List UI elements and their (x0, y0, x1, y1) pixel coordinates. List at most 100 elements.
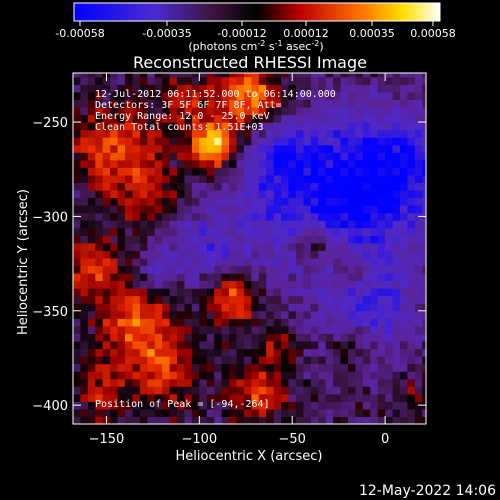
heatmap-cell (73, 107, 81, 116)
heatmap-cell (87, 257, 96, 266)
heatmap-cell (221, 280, 230, 289)
heatmap-cell (177, 174, 185, 183)
heatmap-cell (333, 363, 342, 372)
heatmap-cell (370, 227, 379, 236)
heatmap-cell (117, 416, 126, 424)
heatmap-cell (310, 310, 319, 319)
heatmap-cell (385, 235, 394, 244)
heatmap-cell (281, 265, 290, 274)
heatmap-cell (147, 182, 156, 191)
heatmap-cell (392, 114, 401, 123)
heatmap-cell (236, 129, 245, 138)
heatmap-cell (318, 341, 327, 350)
heatmap-cell (221, 167, 230, 176)
heatmap-cell (229, 91, 238, 100)
heatmap-cell (102, 84, 111, 93)
heatmap-cell (370, 182, 379, 191)
heatmap-cell (273, 295, 282, 304)
heatmap-cell (214, 122, 223, 131)
heatmap-cell (132, 174, 141, 183)
heatmap-cell (87, 250, 96, 259)
heatmap-cell (169, 122, 178, 131)
heatmap-cell (251, 303, 260, 312)
heatmap-cell (303, 129, 312, 138)
heatmap-cell (73, 310, 81, 319)
heatmap-cell (414, 76, 423, 85)
heatmap-cell (348, 363, 356, 372)
heatmap-cell (199, 401, 208, 410)
heatmap-cell (370, 250, 379, 259)
heatmap-cell (80, 371, 89, 380)
heatmap-cell (333, 91, 342, 100)
heatmap-cell (362, 84, 371, 93)
heatmap-cell (273, 363, 282, 372)
heatmap-cell (125, 386, 133, 395)
heatmap-cell (95, 144, 104, 153)
heatmap-cell (333, 137, 342, 146)
heatmap-cell (400, 137, 408, 146)
heatmap-cell (288, 295, 297, 304)
heatmap-cell (125, 144, 133, 153)
heatmap-cell (318, 84, 327, 93)
heatmap-cell (407, 167, 416, 176)
heatmap-cell (370, 212, 379, 221)
heatmap-cell (422, 318, 426, 327)
heatmap-cell (355, 174, 364, 183)
heatmap-cell (132, 99, 141, 108)
heatmap-cell (184, 416, 193, 424)
heatmap-cell (340, 129, 349, 138)
heatmap-cell (281, 91, 290, 100)
heatmap-cell (295, 91, 304, 100)
heatmap-cell (392, 76, 401, 85)
heatmap-cell (154, 341, 163, 350)
heatmap-cell (229, 167, 238, 176)
heatmap-cell (87, 408, 96, 417)
heatmap-cell (288, 393, 297, 402)
heatmap-cell (407, 386, 416, 395)
heatmap-cell (295, 386, 304, 395)
heatmap-cell (80, 295, 89, 304)
heatmap-cell (125, 288, 133, 297)
heatmap-cell (147, 356, 156, 365)
heatmap-cell (229, 408, 238, 417)
heatmap-cell (229, 76, 238, 85)
heatmap-cell (206, 318, 215, 327)
heatmap-cell (266, 220, 275, 229)
heatmap-cell (117, 408, 126, 417)
heatmap-cell (407, 341, 416, 350)
heatmap-cell (162, 363, 171, 372)
heatmap-cell (73, 318, 81, 327)
heatmap-cell (206, 152, 215, 161)
heatmap-cell (199, 273, 208, 282)
heatmap-cell (73, 265, 81, 274)
heatmap-cell (407, 288, 416, 297)
heatmap-cell (414, 303, 423, 312)
heatmap-cell (385, 363, 394, 372)
heatmap-cell (340, 348, 349, 357)
heatmap-cell (125, 227, 133, 236)
heatmap-cell (206, 144, 215, 153)
heatmap-cell (139, 393, 148, 402)
heatmap-cell (110, 220, 119, 229)
heatmap-cell (147, 107, 156, 116)
heatmap-cell (258, 144, 267, 153)
heatmap-cell (325, 220, 334, 229)
heatmap-cell (229, 333, 238, 342)
heatmap-cell (132, 341, 141, 350)
heatmap-cell (221, 235, 230, 244)
heatmap-cell (95, 73, 104, 78)
heatmap-cell (177, 167, 185, 176)
heatmap-cell (125, 174, 133, 183)
heatmap-cell (191, 363, 200, 372)
heatmap-cell (147, 401, 156, 410)
heatmap-cell (318, 242, 327, 251)
heatmap-cell (102, 174, 111, 183)
heatmap-cell (422, 220, 426, 229)
heatmap-cell (236, 73, 245, 78)
heatmap-cell (414, 318, 423, 327)
heatmap-cell (162, 190, 171, 199)
heatmap-cell (400, 310, 408, 319)
heatmap-cell (310, 348, 319, 357)
heatmap-cell (229, 114, 238, 123)
heatmap-cell (236, 401, 245, 410)
